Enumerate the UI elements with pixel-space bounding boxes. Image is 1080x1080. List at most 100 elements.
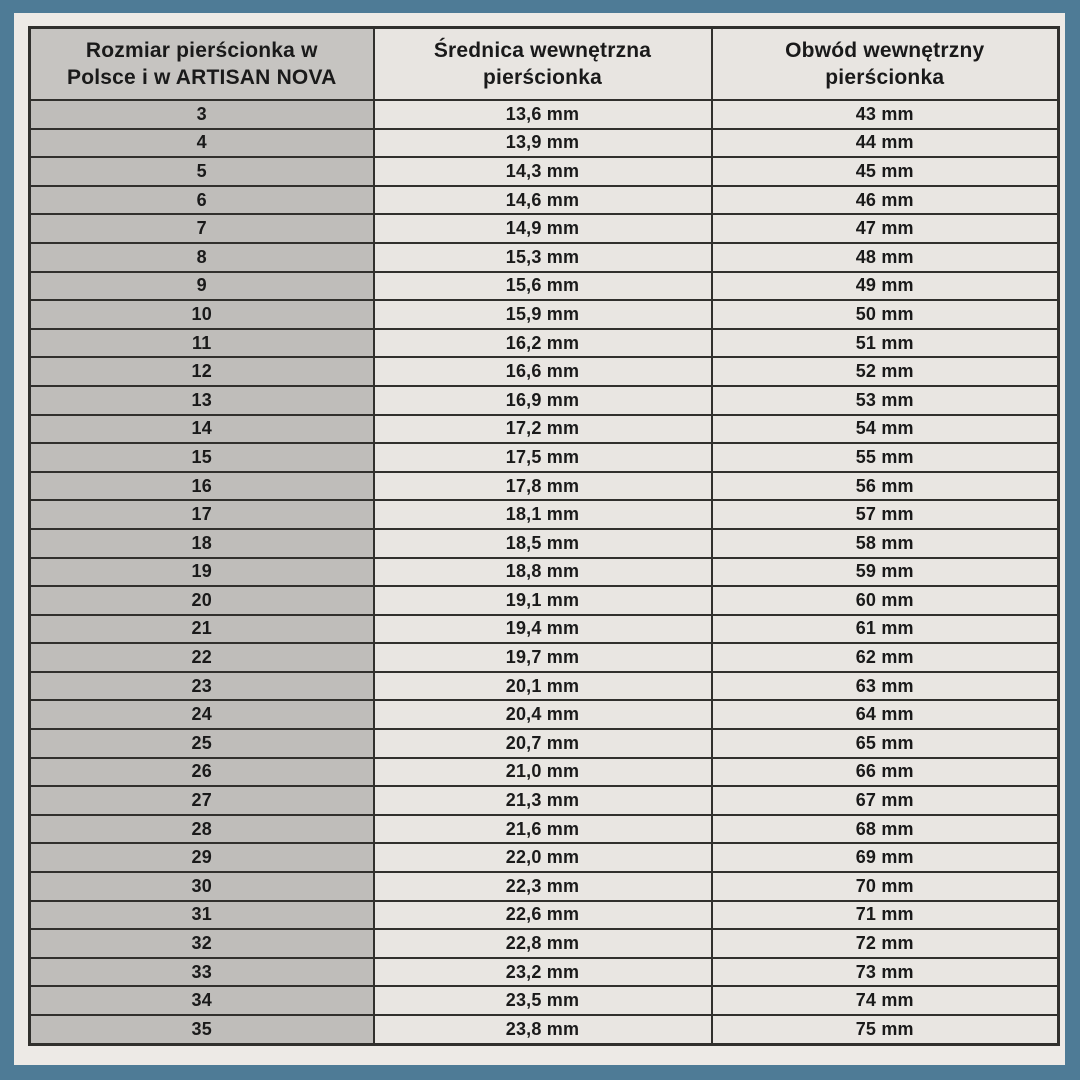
circumference-cell: 73 mm (710, 956, 1060, 988)
diameter-cell: 20,7 mm (372, 728, 713, 759)
circumference-cell: 62 mm (710, 642, 1060, 673)
diameter-cell: 17,5 mm (372, 442, 713, 473)
size-cell: 6 (28, 184, 375, 216)
diameter-cell: 22,0 mm (372, 842, 713, 874)
diameter-cell: 15,3 mm (372, 241, 713, 273)
circumference-cell: 48 mm (710, 241, 1060, 273)
circumference-cell: 68 mm (710, 813, 1060, 845)
size-cell: 28 (28, 813, 375, 845)
circumference-cell: 53 mm (710, 384, 1060, 416)
diameter-cell: 19,4 mm (372, 613, 713, 645)
circumference-cell: 45 mm (710, 156, 1060, 187)
diameter-cell: 18,8 mm (372, 556, 713, 588)
size-cell: 32 (28, 928, 375, 959)
diameter-cell: 20,1 mm (372, 670, 713, 702)
circumference-cell: 60 mm (710, 585, 1060, 616)
table-row: 35 23,8 mm 75 mm (28, 1013, 1060, 1046)
circumference-cell: 58 mm (710, 527, 1060, 559)
size-cell: 12 (28, 356, 375, 387)
table-row: 6 14,6 mm 46 mm (28, 184, 1060, 216)
circumference-cell: 70 mm (710, 871, 1060, 902)
table-row: 14 17,2 mm 54 mm (28, 413, 1060, 445)
circumference-cell: 54 mm (710, 413, 1060, 445)
size-cell: 15 (28, 442, 375, 473)
circumference-cell: 51 mm (710, 327, 1060, 359)
size-cell: 23 (28, 670, 375, 702)
table-header: Rozmiar pierścionka w Polsce i w ARTISAN… (28, 26, 1060, 101)
circumference-cell: 63 mm (710, 670, 1060, 702)
diameter-cell: 18,5 mm (372, 527, 713, 559)
diameter-cell: 22,8 mm (372, 928, 713, 959)
size-cell: 9 (28, 270, 375, 302)
header-size-column: Rozmiar pierścionka w Polsce i w ARTISAN… (28, 26, 375, 101)
table-row: 27 21,3 mm 67 mm (28, 785, 1060, 816)
table-row: 32 22,8 mm 72 mm (28, 928, 1060, 959)
circumference-cell: 69 mm (710, 842, 1060, 874)
circumference-cell: 46 mm (710, 184, 1060, 216)
size-cell: 21 (28, 613, 375, 645)
table-row: 30 22,3 mm 70 mm (28, 871, 1060, 902)
size-cell: 19 (28, 556, 375, 588)
diameter-cell: 22,3 mm (372, 871, 713, 902)
table-row: 29 22,0 mm 69 mm (28, 842, 1060, 874)
table-row: 28 21,6 mm 68 mm (28, 813, 1060, 845)
circumference-cell: 44 mm (710, 127, 1060, 159)
diameter-cell: 20,4 mm (372, 699, 713, 731)
circumference-cell: 49 mm (710, 270, 1060, 302)
diameter-cell: 23,2 mm (372, 956, 713, 988)
diameter-cell: 23,5 mm (372, 985, 713, 1016)
table-row: 9 15,6 mm 49 mm (28, 270, 1060, 302)
size-cell: 8 (28, 241, 375, 273)
table-row: 15 17,5 mm 55 mm (28, 442, 1060, 473)
diameter-cell: 13,6 mm (372, 99, 713, 130)
table-row: 3 13,6 mm 43 mm (28, 99, 1060, 130)
size-cell: 35 (28, 1013, 375, 1046)
circumference-cell: 43 mm (710, 99, 1060, 130)
circumference-cell: 50 mm (710, 299, 1060, 330)
diameter-cell: 21,3 mm (372, 785, 713, 816)
diameter-cell: 16,9 mm (372, 384, 713, 416)
table-row: 13 16,9 mm 53 mm (28, 384, 1060, 416)
circumference-cell: 55 mm (710, 442, 1060, 473)
size-cell: 13 (28, 384, 375, 416)
size-cell: 7 (28, 213, 375, 244)
size-cell: 16 (28, 470, 375, 502)
table-row: 23 20,1 mm 63 mm (28, 670, 1060, 702)
size-cell: 31 (28, 899, 375, 931)
size-cell: 30 (28, 871, 375, 902)
diameter-cell: 18,1 mm (372, 499, 713, 530)
diameter-cell: 23,8 mm (372, 1013, 713, 1046)
diameter-cell: 21,6 mm (372, 813, 713, 845)
size-cell: 3 (28, 99, 375, 130)
size-cell: 17 (28, 499, 375, 530)
diameter-cell: 15,9 mm (372, 299, 713, 330)
header-diameter-column: Średnica wewnętrzna pierścionka (372, 26, 713, 101)
diameter-cell: 16,2 mm (372, 327, 713, 359)
size-cell: 14 (28, 413, 375, 445)
diameter-cell: 13,9 mm (372, 127, 713, 159)
diameter-cell: 14,9 mm (372, 213, 713, 244)
size-cell: 11 (28, 327, 375, 359)
table-row: 11 16,2 mm 51 mm (28, 327, 1060, 359)
circumference-cell: 75 mm (710, 1013, 1060, 1046)
table-row: 26 21,0 mm 66 mm (28, 756, 1060, 788)
size-cell: 4 (28, 127, 375, 159)
header-circumference-column: Obwód wewnętrzny pierścionka (710, 26, 1060, 101)
circumference-cell: 52 mm (710, 356, 1060, 387)
table-row: 21 19,4 mm 61 mm (28, 613, 1060, 645)
table-row: 16 17,8 mm 56 mm (28, 470, 1060, 502)
diameter-cell: 17,2 mm (372, 413, 713, 445)
diameter-cell: 15,6 mm (372, 270, 713, 302)
size-cell: 5 (28, 156, 375, 187)
circumference-cell: 61 mm (710, 613, 1060, 645)
size-cell: 10 (28, 299, 375, 330)
table-row: 8 15,3 mm 48 mm (28, 241, 1060, 273)
diameter-cell: 16,6 mm (372, 356, 713, 387)
size-cell: 22 (28, 642, 375, 673)
diameter-cell: 19,7 mm (372, 642, 713, 673)
size-cell: 18 (28, 527, 375, 559)
diameter-cell: 19,1 mm (372, 585, 713, 616)
table-row: 25 20,7 mm 65 mm (28, 728, 1060, 759)
table-row: 4 13,9 mm 44 mm (28, 127, 1060, 159)
